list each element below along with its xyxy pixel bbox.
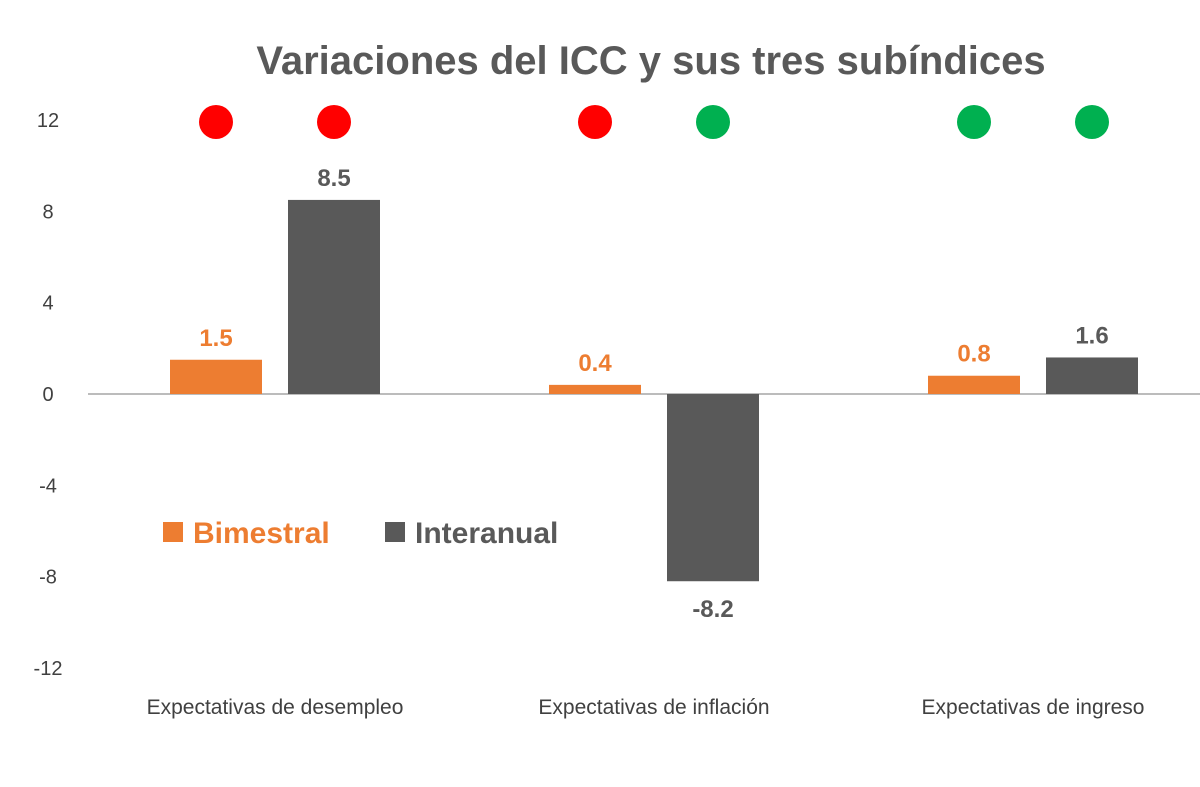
y-tick-label: 0 — [42, 384, 53, 406]
status-dot-green — [1075, 105, 1109, 139]
y-tick-label: 4 — [42, 293, 53, 315]
y-tick-label: -8 — [39, 567, 57, 589]
legend-swatch-bimestral — [163, 522, 183, 542]
x-tick-label: Expectativas de ingreso — [922, 696, 1145, 719]
status-dot-red — [317, 105, 351, 139]
y-tick-label: -12 — [34, 658, 63, 680]
status-indicators — [199, 105, 1109, 139]
status-dot-green — [957, 105, 991, 139]
bar-interanual — [288, 199, 380, 394]
bars: 1.5 0.4 0.8 8.5 -8.2 1.6 — [170, 165, 1138, 623]
legend: Bimestral Interanual — [163, 517, 558, 550]
status-dot-red — [199, 105, 233, 139]
bar-bimestral — [170, 359, 262, 394]
data-label: 1.6 — [1075, 322, 1108, 349]
chart-title: Variaciones del ICC y sus tres subíndice… — [256, 39, 1045, 83]
bar-interanual — [667, 394, 759, 582]
status-dot-red — [578, 105, 612, 139]
data-label: -8.2 — [692, 596, 733, 623]
data-label: 0.4 — [578, 350, 612, 377]
y-tick-label: 12 — [37, 110, 59, 132]
data-label: 1.5 — [199, 325, 232, 352]
bar-bimestral — [549, 384, 641, 394]
bar-bimestral — [928, 375, 1020, 394]
y-tick-label: -4 — [39, 475, 57, 497]
status-dot-green — [696, 105, 730, 139]
y-tick-label: 8 — [42, 201, 53, 223]
data-label: 0.8 — [957, 341, 990, 368]
y-axis: 12 8 4 0 -4 -8 -12 — [34, 110, 63, 680]
data-label: 8.5 — [317, 165, 350, 192]
bar-interanual — [1046, 357, 1138, 394]
x-axis: Expectativas de desempleo Expectativas de… — [147, 696, 1145, 719]
legend-label-interanual: Interanual — [415, 517, 558, 550]
legend-label-bimestral: Bimestral — [193, 517, 330, 550]
x-tick-label: Expectativas de desempleo — [147, 696, 404, 719]
x-tick-label: Expectativas de inflación — [538, 696, 769, 719]
legend-swatch-interanual — [385, 522, 405, 542]
